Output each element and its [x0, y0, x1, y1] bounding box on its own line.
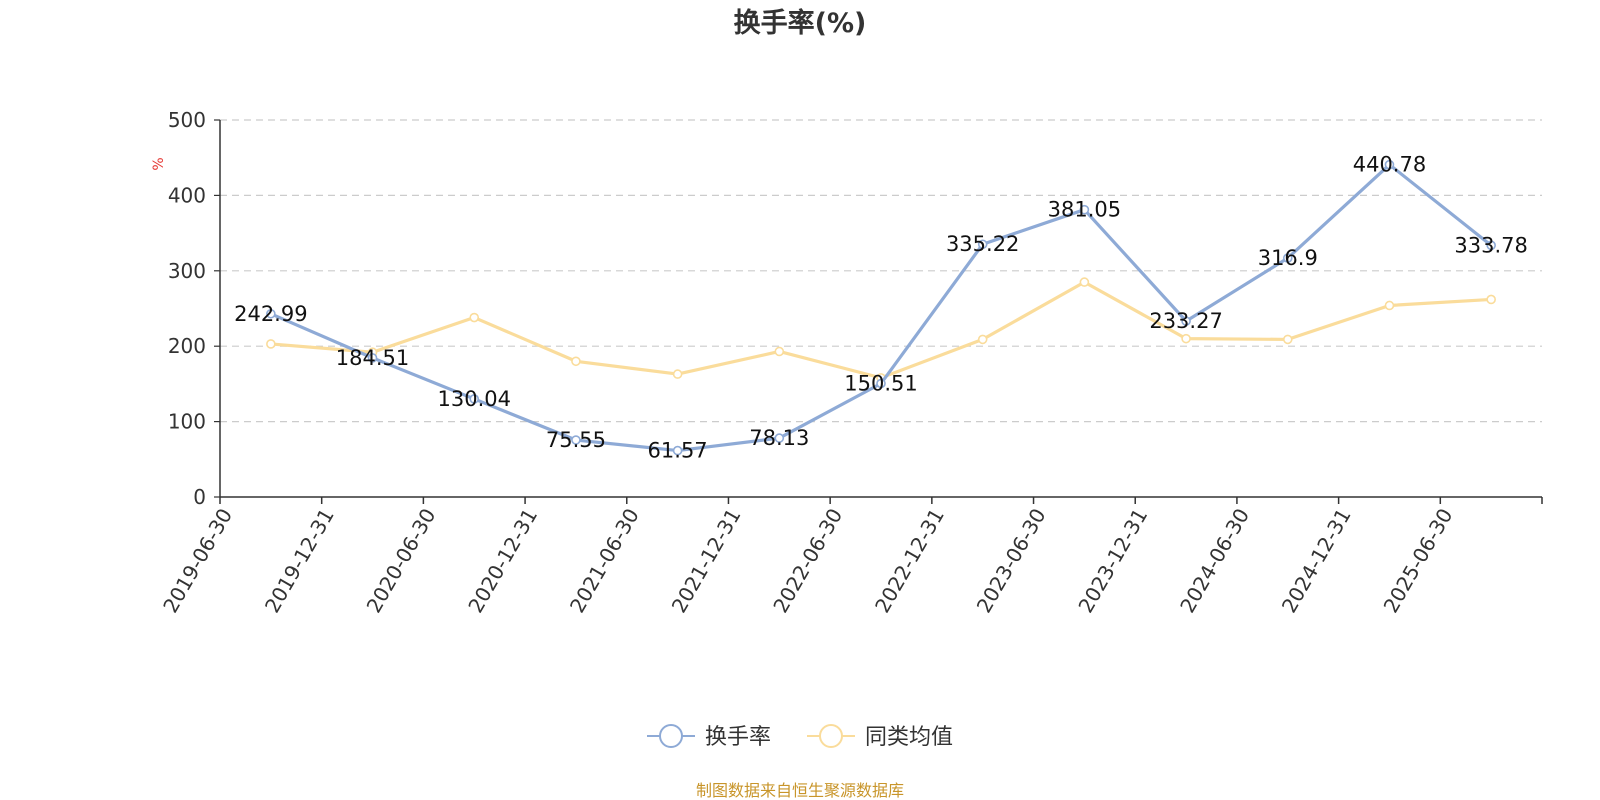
data-point: [1282, 334, 1293, 345]
data-label: 242.99: [234, 302, 307, 326]
y-tick-label: 100: [168, 410, 206, 434]
data-point: [469, 394, 480, 404]
series-line-同类均值: [269, 280, 1493, 380]
grid-lines: [220, 119, 1542, 423]
data-point: [1282, 253, 1293, 263]
x-tick-label: 2023-06-30: [972, 504, 1051, 617]
data-point: [876, 378, 886, 389]
data-label: 150.51: [844, 372, 917, 396]
legend-marker: [659, 724, 683, 748]
data-point: [1181, 333, 1191, 344]
y-axis-unit-label: %: [151, 157, 167, 170]
data-point: [469, 312, 480, 323]
data-point: [672, 369, 683, 379]
series-lines: [266, 159, 1496, 456]
x-tick-label: 2022-12-31: [870, 504, 949, 617]
x-tick-label: 2025-06-30: [1378, 504, 1457, 617]
x-tick-label: 2020-06-30: [362, 504, 441, 617]
data-label: 233.27: [1149, 309, 1222, 333]
legend-label: 换手率: [705, 725, 771, 750]
data-point: [977, 239, 988, 250]
data-point: [266, 339, 276, 349]
y-tick-label: 500: [168, 108, 206, 132]
y-tick-label: 300: [168, 259, 206, 283]
data-point: [1079, 277, 1090, 287]
y-tick-label: 200: [168, 334, 206, 358]
legend-marker: [819, 724, 843, 748]
data-point: [774, 346, 785, 357]
legend: 换手率 同类均值: [647, 724, 953, 750]
data-label: 335.22: [946, 232, 1019, 256]
data-label: 333.78: [1454, 233, 1527, 257]
data-point: [1486, 294, 1496, 305]
x-tick-label: 2024-06-30: [1175, 504, 1254, 617]
x-tick-label: 2019-06-30: [158, 504, 237, 617]
data-label: 75.55: [546, 428, 606, 452]
data-label: 381.05: [1048, 198, 1121, 222]
data-label: 184.51: [336, 346, 409, 370]
data-point: [1079, 204, 1090, 215]
data-label: 61.57: [648, 439, 708, 463]
data-point: [1384, 300, 1395, 311]
data-point: [774, 433, 785, 443]
data-label: 316.9: [1258, 246, 1318, 270]
data-point: [1384, 159, 1395, 170]
data-point: [977, 334, 988, 345]
data-label: 130.04: [437, 387, 510, 411]
legend-label: 同类均值: [865, 725, 953, 750]
data-point: [571, 356, 581, 367]
x-tick-label: 2021-06-30: [565, 504, 644, 617]
data-source-footer: 制图数据来自恒生聚源数据库: [696, 781, 904, 800]
data-point: [367, 353, 378, 363]
y-tick-label: 0: [193, 485, 206, 509]
chart-title: 换手率(%): [734, 7, 867, 39]
data-point: [571, 435, 581, 445]
x-tick-label: 2021-12-31: [667, 504, 746, 617]
x-tick-label: 2020-12-31: [463, 504, 542, 617]
data-label: 440.78: [1353, 153, 1426, 177]
y-tick-label: 400: [168, 183, 206, 207]
x-tick-label: 2022-06-30: [768, 504, 847, 617]
x-tick-label: 2019-12-31: [260, 504, 339, 617]
data-point: [266, 308, 276, 319]
data-labels: 242.99 184.51 130.04 75.55 61.57 78.13 150.51 3…: [234, 153, 1528, 463]
data-point: [1181, 316, 1191, 326]
data-point: [1486, 240, 1496, 251]
x-tick-label: 2023-12-31: [1073, 504, 1152, 617]
data-point: [672, 445, 683, 456]
x-tick-label: 2024-12-31: [1277, 504, 1356, 617]
data-label: 78.13: [749, 426, 809, 450]
